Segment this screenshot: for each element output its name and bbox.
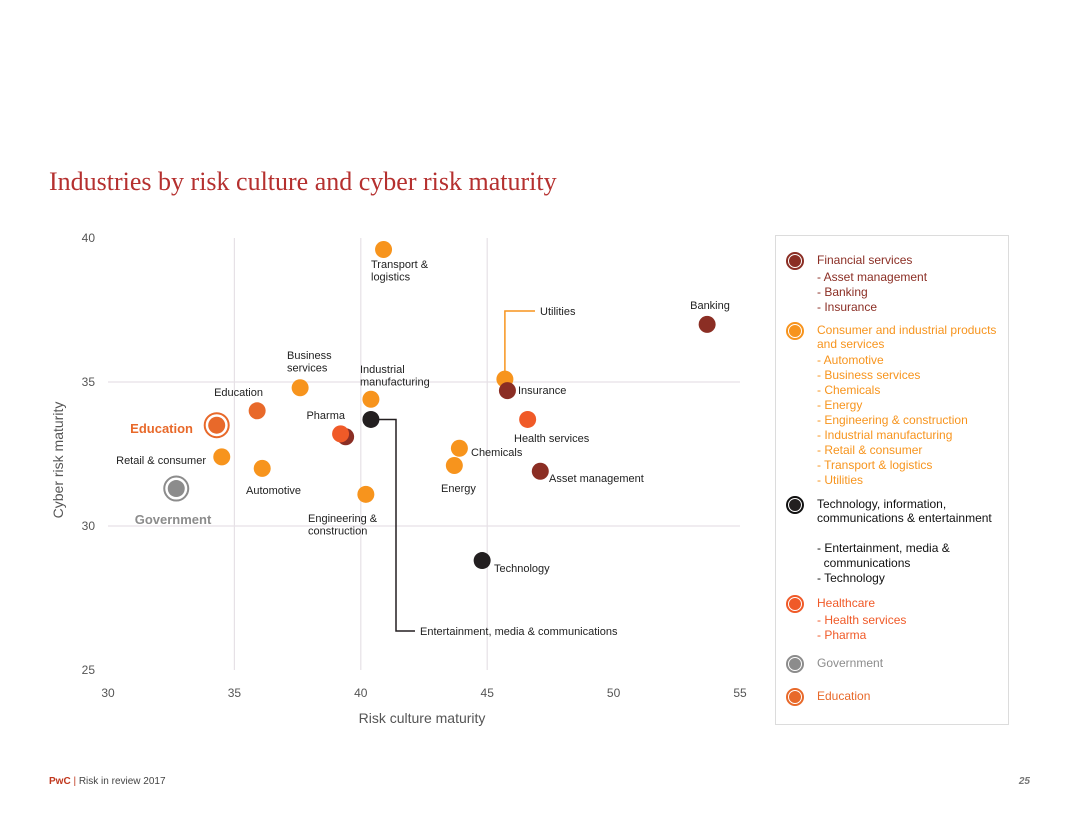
footer-brand: PwC | Risk in review 2017 bbox=[49, 776, 166, 787]
legend-item: - Asset management bbox=[817, 270, 928, 284]
point-label: Education bbox=[214, 387, 263, 399]
footer-publication: Risk in review 2017 bbox=[78, 776, 166, 787]
data-point-technology bbox=[362, 410, 380, 428]
legend-item: - Insurance bbox=[817, 300, 878, 314]
legend-items: - Automotive - Business services - Chemica… bbox=[817, 353, 1002, 488]
legend-items: - Entertainment, media & communications -… bbox=[817, 541, 1002, 586]
legend-item: - Engineering & construction bbox=[817, 413, 968, 427]
point-label: Utilities bbox=[540, 306, 576, 318]
legend-items: - Asset management - Banking - Insurance bbox=[817, 270, 1002, 315]
x-tick-label: 40 bbox=[354, 686, 368, 700]
legend-title: Financial services bbox=[817, 253, 913, 267]
legend-item: - Chemicals bbox=[817, 383, 881, 397]
y-tick-label: 35 bbox=[82, 375, 96, 389]
data-point-healthcare bbox=[519, 410, 537, 428]
grid-lines bbox=[108, 238, 740, 670]
legend-title: Consumer and industrial products and ser… bbox=[817, 323, 997, 351]
legend-item: - Transport & logistics bbox=[817, 458, 933, 472]
legend-item: - Retail & consumer bbox=[817, 443, 923, 457]
point-label: Chemicals bbox=[471, 447, 523, 459]
legend: Financial services - Asset management - Ba… bbox=[775, 235, 1009, 725]
point-label: Asset management bbox=[549, 473, 644, 485]
legend-item: - Automotive bbox=[817, 353, 884, 367]
point-label: Technology bbox=[494, 563, 550, 575]
legend-marker bbox=[789, 325, 801, 337]
x-tick-label: 35 bbox=[228, 686, 242, 700]
data-point-consumer bbox=[291, 379, 309, 397]
data-point-consumer bbox=[450, 439, 468, 457]
data-point-consumer bbox=[253, 459, 271, 477]
legend-item: - Health services bbox=[817, 613, 907, 627]
legend-marker bbox=[789, 255, 801, 267]
legend-marker bbox=[789, 658, 801, 670]
utilities-connector bbox=[504, 310, 535, 380]
page-number: 25 bbox=[1018, 776, 1030, 787]
y-tick-label: 40 bbox=[82, 231, 96, 245]
chart-title: Industries by risk culture and cyber ris… bbox=[49, 167, 557, 196]
point-label: Business services bbox=[287, 350, 332, 375]
entertainment-connector bbox=[370, 418, 415, 632]
data-point-government bbox=[167, 480, 185, 498]
data-point-financial bbox=[498, 382, 516, 400]
legend-title: Healthcare bbox=[817, 596, 876, 610]
point-label: Industrial manufacturing bbox=[360, 364, 430, 389]
data-point-consumer bbox=[357, 485, 375, 503]
legend-item: - Pharma bbox=[817, 628, 867, 642]
data-point-financial bbox=[698, 315, 716, 333]
data-point-consumer bbox=[445, 457, 463, 475]
legend-title: Government bbox=[817, 656, 884, 670]
legend-items: - Health services - Pharma bbox=[817, 613, 1002, 643]
data-point-healthcare bbox=[332, 425, 350, 443]
legend-title: Technology, information, communications … bbox=[817, 497, 992, 525]
legend-item: - Energy bbox=[817, 398, 863, 412]
legend-item: communications bbox=[817, 556, 911, 570]
point-label: Health services bbox=[514, 433, 590, 445]
legend-item: - Utilities bbox=[817, 473, 864, 487]
x-tick-label: 45 bbox=[481, 686, 495, 700]
x-axis-label: Risk culture maturity bbox=[359, 710, 486, 726]
point-label: Banking bbox=[690, 300, 730, 312]
legend-title: Education bbox=[817, 689, 871, 703]
data-point-consumer bbox=[213, 448, 231, 466]
data-point-financial bbox=[531, 462, 549, 480]
label-connectors bbox=[370, 310, 535, 632]
point-label: Retail & consumer bbox=[116, 455, 206, 467]
x-tick-label: 50 bbox=[607, 686, 621, 700]
tick-labels: 30 35 40 45 50 55 40 35 30 25 bbox=[82, 231, 747, 700]
legend-item: - Technology bbox=[817, 571, 885, 585]
y-axis-label: Cyber risk maturity bbox=[50, 402, 66, 519]
legend-marker bbox=[789, 598, 801, 610]
data-point-consumer bbox=[362, 390, 380, 408]
point-label: Pharma bbox=[306, 410, 345, 422]
scatter-plot: 30 35 40 45 50 55 40 35 30 25 Risk culture maturi… bbox=[50, 231, 747, 726]
data-points bbox=[163, 241, 716, 570]
y-tick-label: 25 bbox=[82, 663, 96, 677]
data-point-technology bbox=[473, 552, 491, 570]
legend-marker bbox=[789, 691, 801, 703]
footer-separator: | bbox=[70, 776, 79, 787]
x-tick-label: 30 bbox=[101, 686, 115, 700]
data-point-education-average bbox=[208, 416, 226, 434]
x-tick-label: 55 bbox=[733, 686, 747, 700]
point-label: Automotive bbox=[246, 485, 301, 497]
y-tick-label: 30 bbox=[82, 519, 96, 533]
point-label: Energy bbox=[441, 483, 476, 495]
data-point-consumer bbox=[375, 241, 393, 259]
point-label: Engineering & construction bbox=[308, 513, 378, 538]
point-label: Entertainment, media & communications bbox=[420, 626, 618, 638]
point-label: Transport & logistics bbox=[371, 259, 429, 284]
legend-item: - Banking bbox=[817, 285, 868, 299]
point-label: Government bbox=[135, 512, 212, 527]
legend-item: - Industrial manufacturing bbox=[817, 428, 953, 442]
data-point-education bbox=[248, 402, 266, 420]
footer-brand-name: PwC bbox=[49, 776, 71, 787]
legend-item: - Business services bbox=[817, 368, 921, 382]
legend-marker bbox=[789, 499, 801, 511]
legend-item: - Entertainment, media & bbox=[817, 541, 950, 555]
point-label: Education bbox=[130, 421, 193, 436]
point-labels: Transport & logistics Banking Utilities Insu… bbox=[116, 259, 730, 638]
point-label: Insurance bbox=[518, 385, 566, 397]
